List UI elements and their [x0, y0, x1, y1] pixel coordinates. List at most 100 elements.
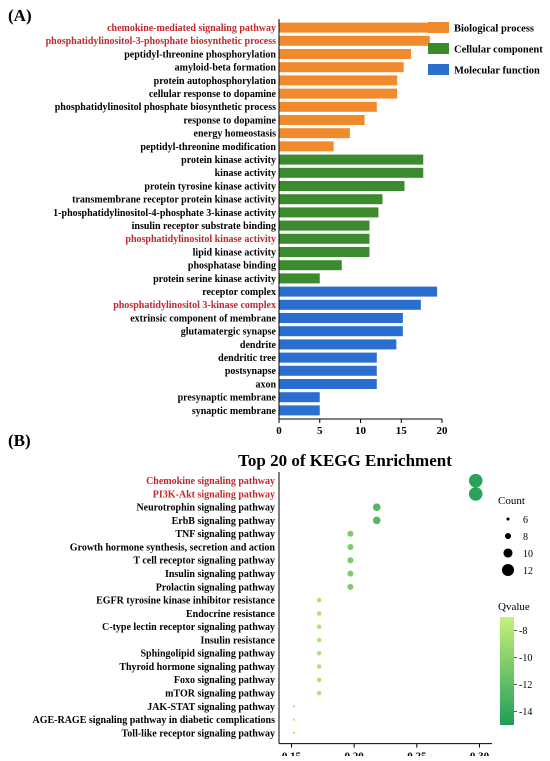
- bar: [279, 88, 398, 99]
- legend-swatch: [428, 22, 449, 33]
- bar-category-label: lipid kinase activity: [193, 247, 276, 258]
- legend-label: Biological process: [454, 24, 534, 35]
- size-legend-label: 6: [523, 515, 528, 526]
- panel-b-label: (B): [8, 431, 31, 450]
- color-legend-title: Qvalue: [498, 601, 530, 613]
- bar-category-label: receptor complex: [202, 287, 276, 298]
- pathway-label: Growth hormone synthesis, secretion and …: [70, 542, 276, 553]
- go-bar-chart: chemokine-mediated signaling pathway phos…: [46, 19, 543, 437]
- chart-title: Top 20 of KEGG Enrichment: [238, 451, 452, 470]
- bar: [279, 22, 430, 33]
- x-tick-label: 5: [317, 425, 323, 437]
- data-point: [372, 503, 381, 512]
- pathway-label: ErbB signaling pathway: [172, 516, 275, 527]
- bar: [279, 101, 377, 112]
- x-tick-label: 0: [276, 425, 282, 437]
- size-legend-label: 8: [523, 532, 528, 543]
- bar-category-label: phosphatase binding: [188, 261, 276, 272]
- bar-category-label: protein kinase activity: [181, 155, 276, 166]
- bar-category-label: presynaptic membrane: [178, 393, 277, 404]
- panel-a-label: (A): [8, 6, 32, 25]
- bar-category-label: protein autophosphorylation: [154, 76, 277, 87]
- bar: [279, 247, 370, 257]
- data-point: [347, 530, 354, 537]
- size-legend-label: 12: [523, 566, 533, 577]
- bar-category-label: protein serine kinase activity: [153, 274, 276, 285]
- bar: [279, 339, 397, 350]
- pathway-label: C-type lectin receptor signaling pathway: [102, 622, 275, 633]
- bar-category-label: phosphatidylinositol kinase activity: [125, 234, 276, 245]
- pathway-label: Thyroid hormone signaling pathway: [119, 662, 275, 673]
- bar-category-label: peptidyl-threonine modification: [140, 142, 276, 153]
- x-tick-label: 0.25: [407, 751, 427, 756]
- bar-category-label: energy homeostasis: [194, 129, 277, 140]
- color-tick-label: -10: [519, 653, 532, 664]
- pathway-label: mTOR signaling pathway: [165, 689, 275, 700]
- bar: [279, 313, 403, 323]
- data-point: [347, 543, 354, 551]
- pathway-label: Chemokine signaling pathway: [146, 476, 275, 487]
- legend-label: Molecular function: [454, 66, 540, 77]
- pathway-label: PI3K-Akt signaling pathway: [153, 489, 275, 500]
- x-tick-label: 10: [355, 425, 367, 437]
- data-point: [372, 516, 381, 525]
- data-point: [316, 637, 322, 643]
- bar-category-label: extrinsic component of membrane: [130, 313, 276, 324]
- bar: [279, 273, 320, 284]
- x-tick-label: 0.20: [345, 751, 365, 756]
- bar-category-label: chemokine-mediated signaling pathway: [107, 23, 276, 34]
- data-point: [292, 705, 296, 708]
- color-bar: [500, 617, 514, 725]
- data-point: [316, 597, 322, 603]
- pathway-label: EGFR tyrosine kinase inhibitor resistanc…: [96, 596, 275, 607]
- bar-category-label: response to dopamine: [183, 115, 276, 126]
- data-point: [347, 583, 354, 590]
- bar: [279, 379, 377, 389]
- bar-category-label: synaptic membrane: [192, 406, 277, 417]
- pathway-label: Prolactin signaling pathway: [156, 582, 275, 593]
- pathway-label: T cell receptor signaling pathway: [133, 556, 275, 567]
- bar-category-label: axon: [255, 379, 276, 390]
- x-tick-label: 15: [396, 425, 408, 437]
- bar: [279, 128, 350, 139]
- x-tick-label: 0.15: [282, 751, 302, 756]
- data-point: [316, 624, 322, 630]
- bar-category-label: phosphatidylinositol phosphate biosynthe…: [55, 102, 276, 113]
- bar: [279, 154, 424, 165]
- bar: [279, 141, 334, 152]
- size-legend-title: Count: [498, 495, 525, 507]
- bar: [279, 75, 398, 86]
- bar-category-label: transmembrane receptor protein kinase ac…: [72, 195, 276, 206]
- bar: [279, 62, 404, 73]
- data-point: [316, 664, 322, 669]
- bar-category-label: insulin receptor substrate binding: [132, 221, 276, 232]
- bar: [279, 35, 430, 46]
- bar-category-label: cellular response to dopamine: [149, 89, 277, 100]
- size-legend-dot: [503, 548, 513, 558]
- bar-category-label: peptidyl-threonine phosphorylation: [124, 49, 276, 60]
- bar: [279, 207, 379, 218]
- bar: [279, 260, 342, 271]
- legend-swatch: [428, 43, 449, 54]
- bar-category-label: protein tyrosine kinase activity: [144, 181, 276, 192]
- bar: [279, 220, 370, 231]
- color-tick-label: -14: [519, 707, 532, 718]
- data-point: [468, 487, 483, 501]
- kegg-dot-chart: Top 20 of KEGG Enrichment Chemokine signa…: [32, 451, 533, 761]
- data-point: [292, 718, 296, 721]
- bar-category-label: phosphatidylinositol 3-kinase complex: [113, 300, 276, 311]
- size-legend-dot: [506, 517, 510, 521]
- size-legend-label: 10: [523, 549, 533, 560]
- pathway-label: Insulin signaling pathway: [165, 569, 275, 580]
- legend-label: Cellular component: [454, 45, 543, 56]
- bar-category-label: amyloid-beta formation: [175, 63, 277, 74]
- data-point: [316, 611, 322, 616]
- color-tick-label: -8: [519, 626, 527, 637]
- bar: [279, 365, 377, 376]
- pathway-label: Neurotrophin signaling pathway: [136, 503, 275, 514]
- pathway-label: JAK-STAT signaling pathway: [147, 702, 275, 713]
- pathway-label: Foxo signaling pathway: [174, 675, 275, 686]
- data-point: [316, 677, 322, 683]
